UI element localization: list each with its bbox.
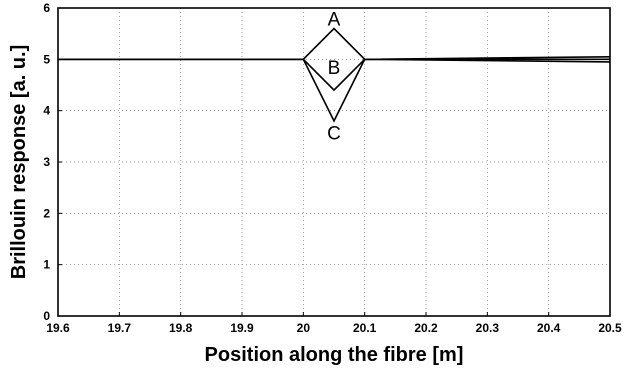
annotation-c: C (327, 124, 341, 145)
y-tick-label: 4 (43, 104, 50, 118)
x-tick-label: 20.3 (476, 321, 500, 335)
x-tick-label: 20.5 (598, 321, 622, 335)
series-line-c (58, 58, 611, 123)
x-tick-label: 19.6 (46, 321, 70, 335)
y-tick-label: 5 (43, 52, 50, 66)
series-line-a (58, 27, 611, 61)
annotation-a: A (328, 9, 341, 30)
x-tick-label: 20.4 (537, 321, 561, 335)
x-tick-label: 20 (297, 321, 311, 335)
x-tick-label: 19.8 (169, 321, 193, 335)
x-tick-labels: 19.6 19.7 19.8 19.9 20 20.1 20.2 20.3 20.4 20.5 (46, 312, 622, 335)
x-axis-title: Position along the fibre [m] (205, 344, 464, 366)
annotation-b: B (328, 58, 341, 79)
x-tick-label: 19.9 (230, 321, 254, 335)
y-tick-label: 2 (43, 206, 50, 220)
y-tick-label: 6 (43, 1, 50, 15)
x-tick-label: 20.1 (353, 321, 377, 335)
y-tick-label: 1 (43, 258, 50, 272)
x-tick-label: 19.7 (108, 321, 132, 335)
y-tick-label: 3 (43, 155, 50, 169)
series-lines (58, 27, 611, 123)
x-tick-label: 20.2 (414, 321, 438, 335)
annotations: A B C (327, 9, 341, 144)
y-tick-label: 0 (43, 309, 50, 323)
grid-lines (58, 8, 610, 316)
y-tick-labels: 0 1 2 3 4 5 6 (43, 1, 62, 323)
y-axis-title: Brillouin response [a. u.] (8, 45, 30, 279)
